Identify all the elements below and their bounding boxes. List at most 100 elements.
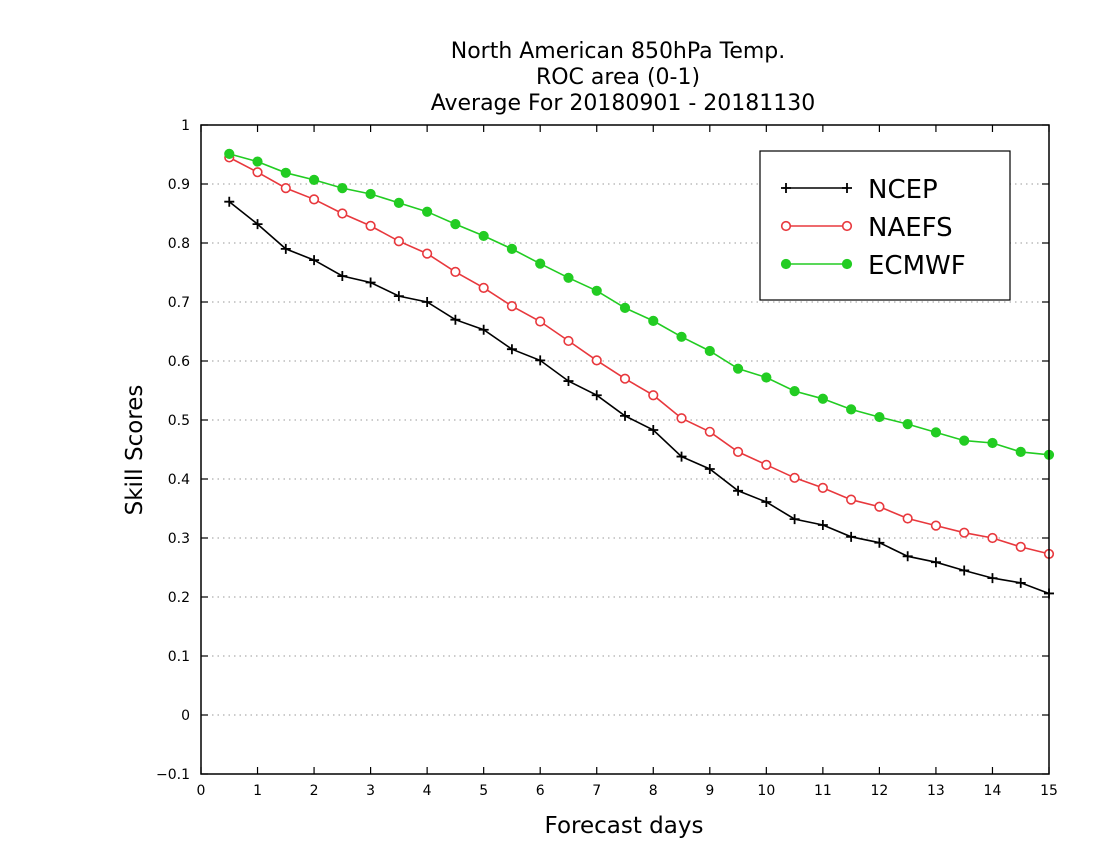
point-ncep: [337, 271, 348, 282]
point-ecmwf: [591, 285, 602, 296]
point-ncep: [393, 291, 404, 302]
legend-label-ecmwf: ECMWF: [868, 251, 966, 281]
x-tick-label: 1: [253, 783, 262, 799]
point-naefs: [619, 373, 631, 384]
point-ecmwf: [280, 167, 291, 178]
legend-marker-ncep: [842, 183, 852, 193]
point-ecmwf: [732, 363, 744, 374]
point-ncep: [648, 425, 659, 436]
point-ncep: [789, 514, 800, 525]
y-tick-label: 0.9: [168, 177, 190, 193]
point-ecmwf: [619, 302, 631, 313]
point-ecmwf: [648, 315, 659, 326]
point-ecmwf: [308, 174, 320, 185]
y-tick-label: 0.8: [168, 236, 190, 252]
x-tick-label: 7: [592, 783, 601, 799]
point-ncep: [987, 573, 998, 584]
point-ncep: [591, 390, 602, 401]
x-tick-label: 8: [649, 783, 658, 799]
legend-marker-naefs: [780, 220, 792, 232]
y-tick-label: 0: [181, 708, 190, 724]
x-tick-label: 15: [1040, 783, 1058, 799]
title-line-1: North American 850hPa Temp.: [451, 39, 786, 64]
point-ecmwf: [535, 258, 546, 269]
point-ecmwf: [704, 345, 715, 357]
point-naefs: [846, 494, 857, 505]
y-tick-label: 1: [181, 118, 190, 134]
point-naefs: [732, 446, 744, 457]
point-ecmwf: [422, 206, 433, 217]
point-ncep: [902, 551, 913, 562]
point-ecmwf: [987, 437, 998, 449]
series-ncep: [224, 196, 1054, 599]
point-ecmwf: [393, 197, 404, 208]
point-naefs: [817, 482, 828, 493]
legend-marker-naefs: [841, 220, 853, 232]
point-ecmwf: [930, 427, 942, 438]
point-naefs: [393, 236, 404, 247]
point-naefs: [1015, 541, 1026, 552]
y-tick-label: 0.5: [168, 413, 190, 429]
point-ncep: [874, 537, 885, 548]
x-tick-label: 14: [984, 783, 1002, 799]
point-ecmwf: [337, 183, 348, 194]
plot-frame: [200, 124, 1050, 775]
point-naefs: [365, 220, 376, 231]
point-naefs: [874, 501, 885, 512]
y-tick-label: 0.6: [168, 354, 190, 370]
point-naefs: [591, 355, 602, 366]
legend-marker-ecmwf: [780, 258, 792, 270]
x-tick-label: 0: [197, 783, 206, 799]
point-ncep: [422, 297, 433, 307]
series-naefs: [224, 152, 1055, 560]
point-ecmwf: [789, 385, 800, 397]
point-naefs: [959, 527, 970, 538]
chart-title: North American 850hPa Temp. ROC area (0-…: [431, 39, 816, 116]
point-ncep: [761, 497, 772, 508]
legend: NCEP NAEFS ECMWF: [759, 150, 1011, 301]
x-tick-label: 10: [757, 783, 775, 799]
point-ecmwf: [874, 411, 885, 423]
point-ncep: [704, 463, 715, 474]
y-tick-label: 0.1: [168, 649, 190, 665]
point-ecmwf: [478, 230, 489, 242]
point-ncep: [959, 565, 970, 576]
point-naefs: [648, 390, 659, 401]
point-ecmwf: [817, 393, 828, 404]
point-ecmwf: [676, 331, 687, 342]
point-ecmwf: [1015, 446, 1026, 457]
legend-label-naefs: NAEFS: [868, 213, 953, 243]
x-tick-label: 2: [310, 783, 319, 799]
point-ecmwf: [959, 435, 970, 446]
point-ncep: [563, 376, 574, 387]
point-ncep: [224, 196, 235, 207]
point-ncep: [817, 520, 828, 531]
point-ncep: [478, 324, 489, 335]
point-naefs: [789, 472, 800, 483]
series-ecmwf: [224, 148, 1055, 460]
y-tick-label: 0.3: [168, 531, 190, 547]
point-ncep: [309, 255, 320, 266]
x-tick-label: 6: [536, 783, 545, 799]
x-tick-label: 12: [870, 783, 888, 799]
point-naefs: [930, 520, 942, 531]
point-naefs: [676, 413, 687, 424]
point-naefs: [252, 167, 263, 178]
y-axis-label: Skill Scores: [122, 385, 148, 516]
x-tick-label: 5: [479, 783, 488, 799]
point-ncep: [733, 485, 744, 496]
y-tick-label: −0.1: [156, 767, 190, 783]
point-naefs: [761, 459, 772, 470]
point-ncep: [620, 410, 630, 421]
legend-box: [759, 150, 1011, 301]
point-ecmwf: [846, 404, 857, 415]
point-naefs: [535, 316, 546, 327]
series-line-ncep: [228, 201, 1050, 595]
point-ncep: [365, 277, 376, 288]
point-naefs: [337, 208, 348, 219]
point-naefs: [422, 248, 433, 259]
point-ncep: [846, 531, 857, 542]
point-ecmwf: [761, 372, 772, 383]
point-naefs: [506, 301, 518, 312]
point-naefs: [478, 282, 489, 293]
